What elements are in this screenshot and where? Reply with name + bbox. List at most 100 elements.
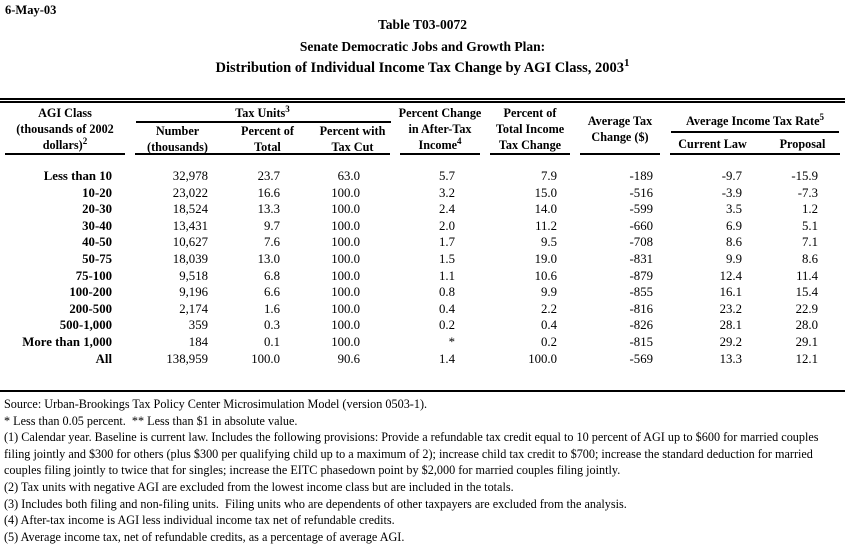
cell-current-law-rate: 16.1 bbox=[719, 285, 742, 300]
cell-number-thousands: 359 bbox=[188, 318, 208, 333]
date-stamp: 6-May-03 bbox=[5, 3, 57, 17]
cell-proposal-rate: 22.9 bbox=[795, 301, 819, 316]
cell-percent-with-tax-cut: 100.0 bbox=[331, 334, 360, 349]
row-label-agi-class: 20-30 bbox=[82, 202, 112, 217]
cell-percent-change-after-tax-income: 0.4 bbox=[439, 301, 455, 316]
cell-proposal-rate: 12.1 bbox=[795, 351, 819, 366]
cell-percent-with-tax-cut: 100.0 bbox=[331, 251, 360, 266]
footnote-2: (2) Tax units with negative AGI are excl… bbox=[4, 479, 514, 494]
cell-proposal-rate: 1.2 bbox=[802, 202, 819, 217]
cell-percent-of-total-income-tax-change: 15.0 bbox=[534, 185, 557, 200]
cell-average-tax-change: -816 bbox=[629, 301, 653, 316]
table-header: AGI Class (thousands of 2002 dollars)2 T… bbox=[0, 101, 845, 155]
cell-percent-change-after-tax-income: 0.2 bbox=[439, 318, 455, 333]
cell-percent-of-total-income-tax-change: 2.2 bbox=[541, 301, 557, 316]
cell-percent-of-total: 16.6 bbox=[257, 185, 280, 200]
cell-percent-change-after-tax-income: 0.8 bbox=[439, 285, 455, 300]
table-bottom-rule bbox=[0, 390, 845, 392]
cell-average-tax-change: -708 bbox=[629, 235, 653, 250]
col-header-percent-of-total: Percent of Total bbox=[225, 123, 310, 155]
cell-number-thousands: 23,022 bbox=[172, 185, 208, 200]
row-label-agi-class: 75-100 bbox=[75, 268, 112, 283]
cell-average-tax-change: -569 bbox=[629, 351, 653, 366]
cell-current-law-rate: 29.2 bbox=[719, 334, 742, 349]
cell-current-law-rate: 13.3 bbox=[719, 351, 742, 366]
cell-current-law-rate: -9.7 bbox=[721, 169, 742, 183]
table-row: 50-75 18,039 13.0 100.0 1.5 19.0 -831 9.… bbox=[0, 251, 845, 268]
title-footnote-marker: 1 bbox=[624, 57, 630, 70]
cell-percent-with-tax-cut: 100.0 bbox=[331, 285, 360, 300]
cell-percent-change-after-tax-income: 3.2 bbox=[439, 185, 455, 200]
cell-percent-change-after-tax-income: 2.0 bbox=[439, 218, 455, 233]
cell-percent-change-after-tax-income: 1.1 bbox=[439, 268, 455, 283]
cell-percent-with-tax-cut: 63.0 bbox=[337, 169, 360, 183]
cell-number-thousands: 32,978 bbox=[172, 169, 208, 183]
cell-percent-change-after-tax-income: 1.4 bbox=[439, 351, 455, 366]
table-body: Less than 10 32,978 23.7 63.0 5.7 7.9 -1… bbox=[0, 155, 845, 367]
cell-percent-with-tax-cut: 90.6 bbox=[337, 351, 360, 366]
table-row: More than 1,000 184 0.1 100.0 * 0.2 -815… bbox=[0, 334, 845, 351]
table-row: 100-200 9,196 6.6 100.0 0.8 9.9 -855 16.… bbox=[0, 284, 845, 301]
cell-percent-with-tax-cut: 100.0 bbox=[331, 202, 360, 217]
cell-percent-of-total-income-tax-change: 9.9 bbox=[541, 285, 557, 300]
footnote-1: (1) Calendar year. Baseline is current l… bbox=[4, 430, 822, 478]
cell-number-thousands: 13,431 bbox=[172, 218, 208, 233]
cell-number-thousands: 138,959 bbox=[166, 351, 208, 366]
table-row: 30-40 13,431 9.7 100.0 2.0 11.2 -660 6.9… bbox=[0, 218, 845, 235]
plan-title: Senate Democratic Jobs and Growth Plan: bbox=[299, 39, 546, 54]
cell-current-law-rate: 6.9 bbox=[726, 218, 742, 233]
cell-percent-change-after-tax-income: 1.7 bbox=[439, 235, 455, 250]
cell-number-thousands: 10,627 bbox=[172, 235, 208, 250]
table-row: 500-1,000 359 0.3 100.0 0.2 0.4 -826 28.… bbox=[0, 317, 845, 334]
cell-percent-of-total: 13.3 bbox=[257, 202, 280, 217]
cell-current-law-rate: 12.4 bbox=[719, 268, 742, 283]
cell-proposal-rate: 5.1 bbox=[802, 218, 819, 233]
cell-percent-of-total: 0.3 bbox=[264, 318, 280, 333]
row-label-agi-class: 10-20 bbox=[82, 185, 112, 200]
cell-proposal-rate: 15.4 bbox=[795, 285, 819, 300]
row-label-agi-class: Less than 10 bbox=[43, 169, 112, 183]
cell-current-law-rate: 8.6 bbox=[726, 235, 742, 250]
cell-percent-of-total: 6.8 bbox=[264, 268, 280, 283]
table-row: All 138,959 100.0 90.6 1.4 100.0 -569 13… bbox=[0, 351, 845, 368]
cell-percent-of-total-income-tax-change: 0.2 bbox=[541, 334, 557, 349]
cell-percent-of-total: 9.7 bbox=[264, 218, 280, 233]
row-label-agi-class: 30-40 bbox=[82, 218, 112, 233]
cell-average-tax-change: -189 bbox=[629, 169, 653, 183]
footnotes: Source: Urban-Brookings Tax Policy Cente… bbox=[4, 396, 842, 545]
table-row: 40-50 10,627 7.6 100.0 1.7 9.5 -708 8.6 … bbox=[0, 234, 845, 251]
cell-percent-with-tax-cut: 100.0 bbox=[331, 218, 360, 233]
cell-current-law-rate: 23.2 bbox=[719, 301, 742, 316]
cell-number-thousands: 18,039 bbox=[172, 251, 208, 266]
source-note: Source: Urban-Brookings Tax Policy Cente… bbox=[4, 397, 428, 411]
table-number-title: Table T03-0072 bbox=[378, 17, 467, 32]
cell-percent-of-total-income-tax-change: 10.6 bbox=[534, 268, 557, 283]
group-header-tax-units: Tax Units3 bbox=[130, 101, 395, 124]
cell-current-law-rate: 3.5 bbox=[726, 202, 742, 217]
cell-proposal-rate: 28.0 bbox=[795, 318, 819, 333]
footnote-5: (5) Average income tax, net of refundabl… bbox=[4, 529, 405, 544]
cell-number-thousands: 2,174 bbox=[179, 301, 208, 316]
cell-percent-change-after-tax-income: 1.5 bbox=[439, 251, 455, 266]
cell-percent-change-after-tax-income: 5.7 bbox=[439, 169, 455, 183]
cell-percent-of-total: 1.6 bbox=[264, 301, 280, 316]
row-label-agi-class: 100-200 bbox=[69, 285, 112, 300]
cell-average-tax-change: -826 bbox=[629, 318, 653, 333]
cell-percent-of-total-income-tax-change: 0.4 bbox=[541, 318, 557, 333]
cell-percent-with-tax-cut: 100.0 bbox=[331, 318, 360, 333]
row-label-agi-class: 200-500 bbox=[69, 301, 112, 316]
footnote-4: (4) After-tax income is AGI less individ… bbox=[4, 513, 395, 528]
footnote-3: (3) Includes both filing and non-filing … bbox=[4, 496, 627, 511]
cell-percent-with-tax-cut: 100.0 bbox=[331, 185, 360, 200]
cell-number-thousands: 9,196 bbox=[179, 285, 208, 300]
cell-current-law-rate: 9.9 bbox=[726, 251, 742, 266]
cell-percent-of-total: 23.7 bbox=[257, 169, 280, 183]
cell-percent-of-total: 13.0 bbox=[257, 251, 280, 266]
table-row: 200-500 2,174 1.6 100.0 0.4 2.2 -816 23.… bbox=[0, 301, 845, 318]
cell-average-tax-change: -831 bbox=[629, 251, 653, 266]
col-header-proposal: Proposal bbox=[760, 123, 845, 155]
cell-percent-of-total-income-tax-change: 7.9 bbox=[541, 169, 557, 183]
cell-percent-with-tax-cut: 100.0 bbox=[331, 301, 360, 316]
cell-proposal-rate: -15.9 bbox=[791, 169, 819, 183]
